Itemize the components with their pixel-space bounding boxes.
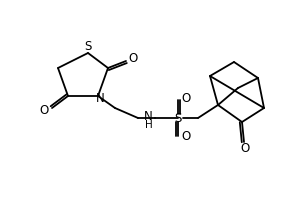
Text: H: H (145, 120, 153, 130)
Text: N: N (144, 110, 153, 123)
Text: O: O (240, 142, 250, 156)
Text: O: O (128, 52, 138, 66)
Text: N: N (96, 92, 104, 104)
Text: S: S (174, 112, 182, 124)
Text: O: O (182, 92, 190, 106)
Text: O: O (39, 104, 49, 116)
Text: S: S (84, 40, 92, 53)
Text: O: O (182, 130, 190, 144)
